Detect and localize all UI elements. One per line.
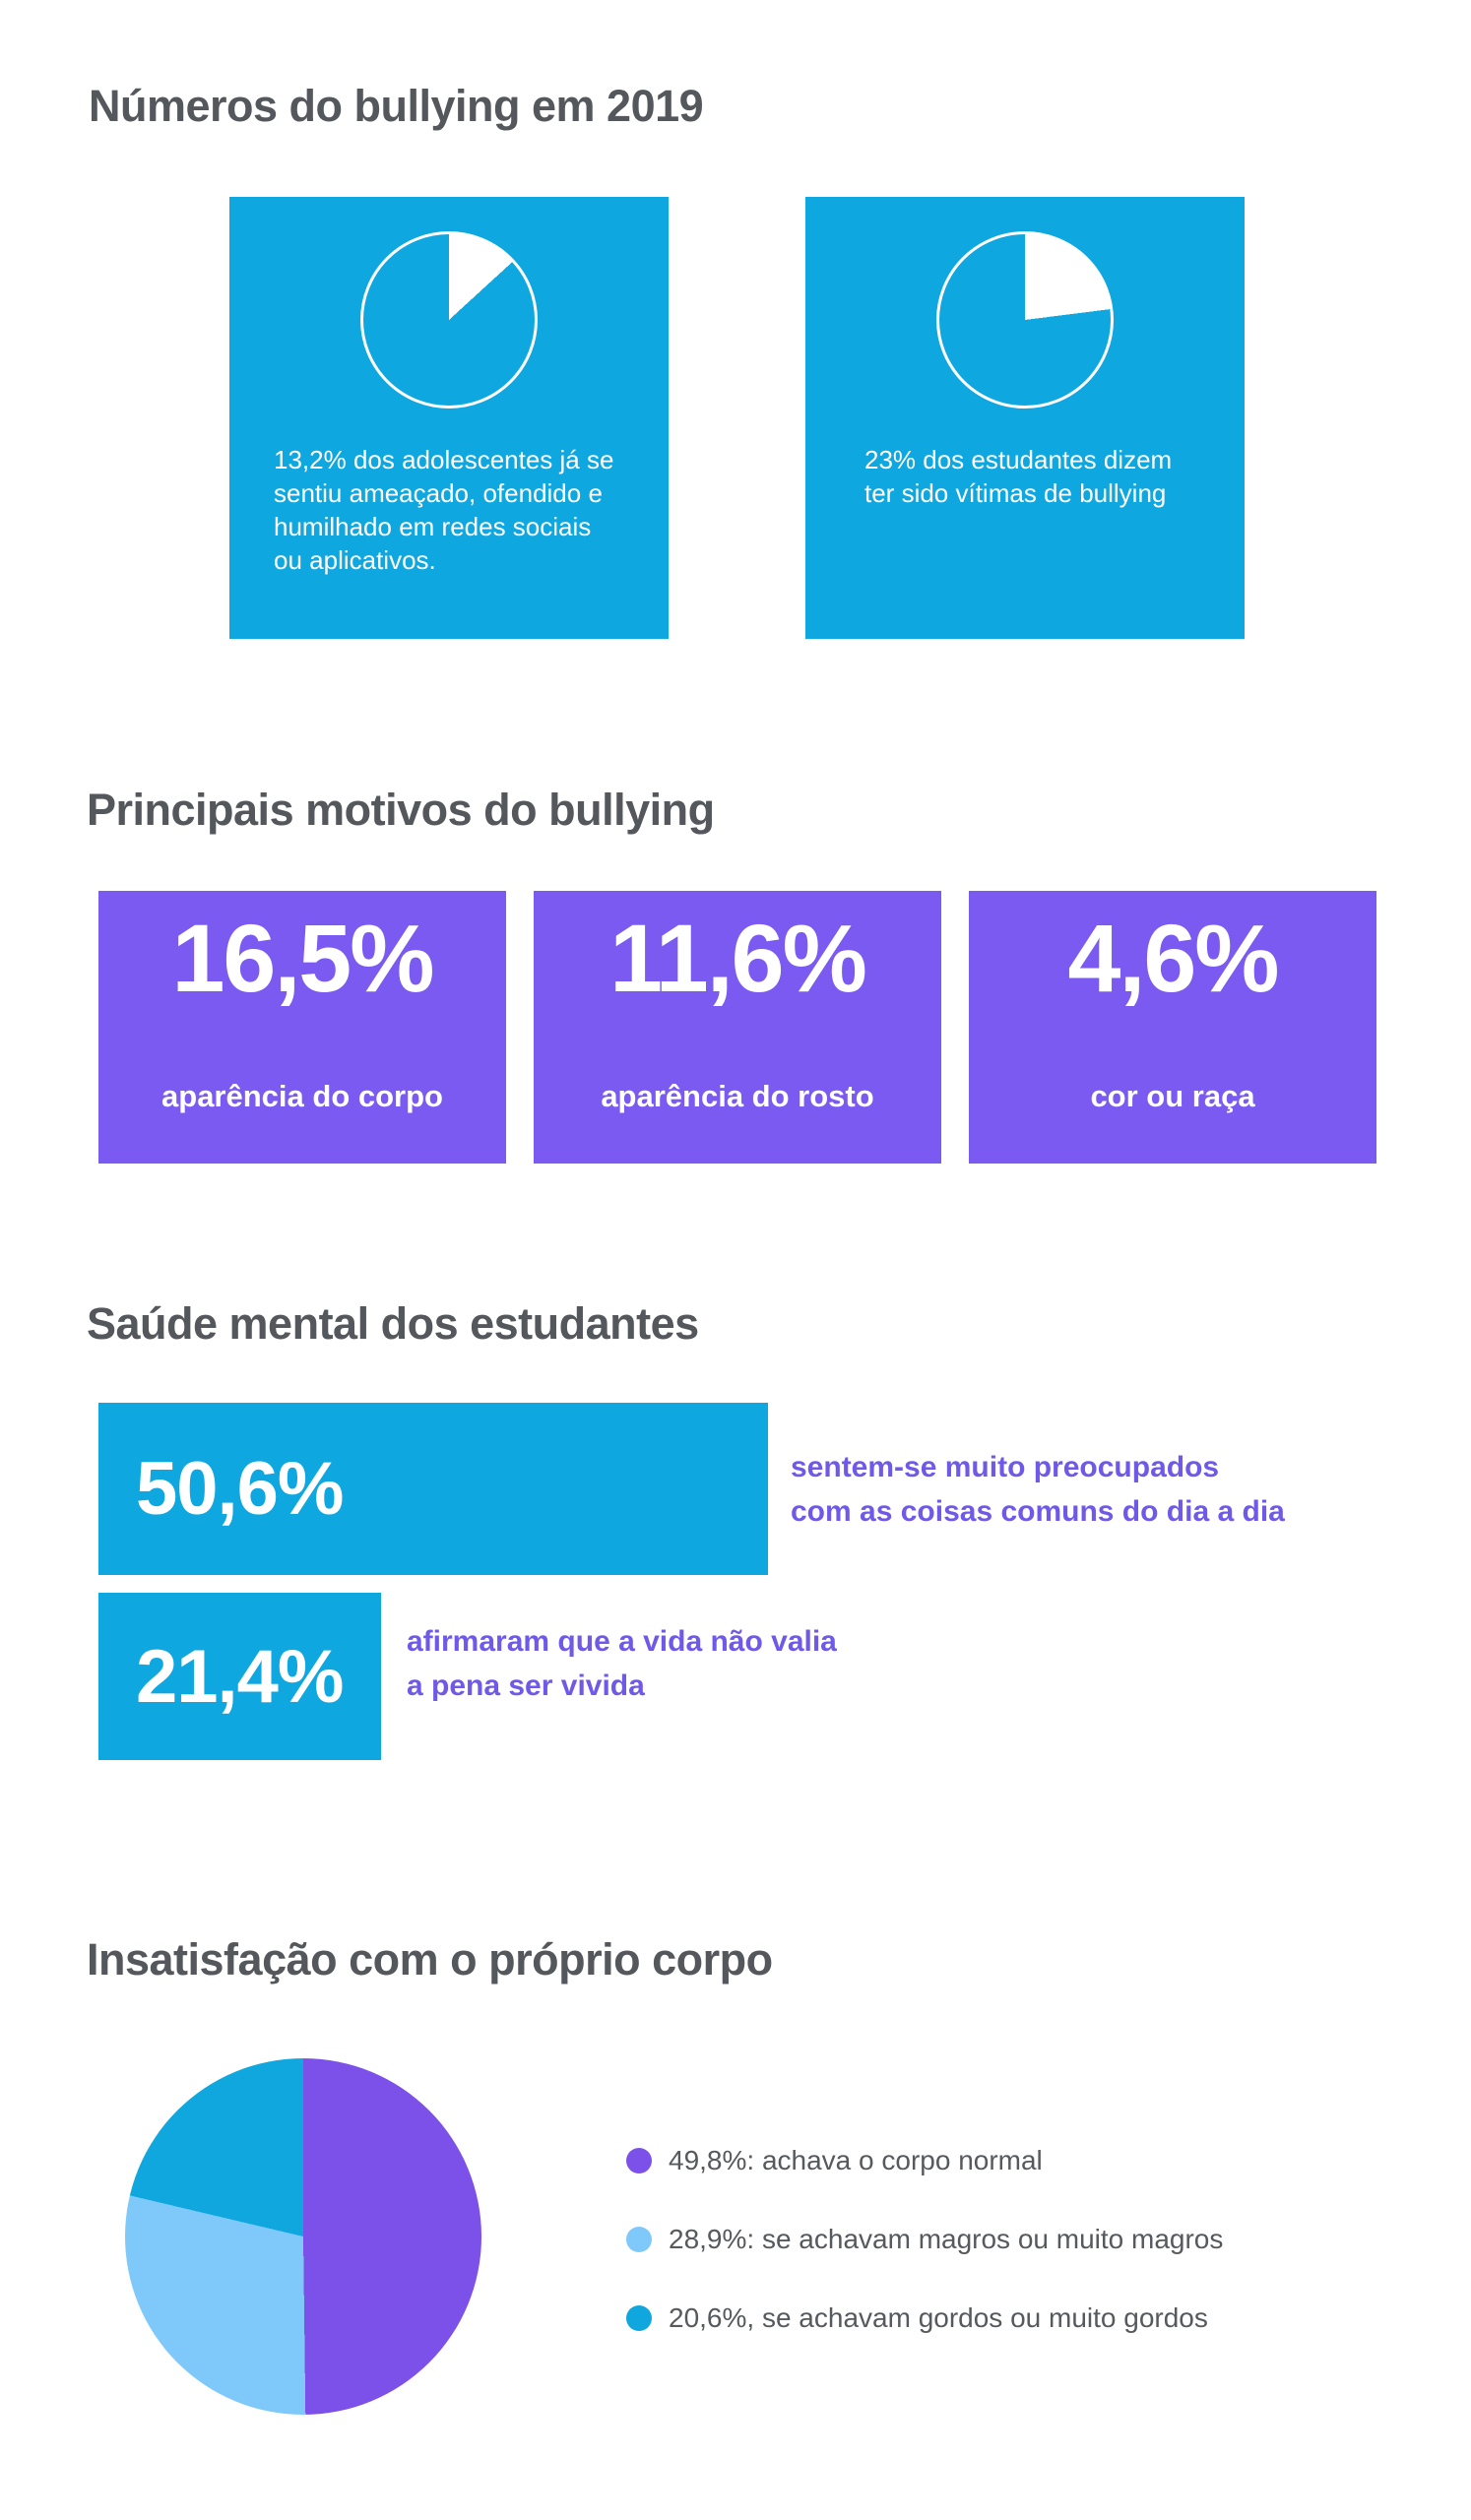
- section-title-numbers: Números do bullying em 2019: [89, 81, 704, 131]
- motive-label: aparência do rosto: [601, 1079, 874, 1113]
- bar-annotation-worried: sentem-se muito preocupados com as coisa…: [791, 1451, 1285, 1528]
- motive-tile-body-appearance: 16,5% aparência do corpo: [98, 891, 506, 1164]
- pie-chart-body-image: [125, 2058, 481, 2415]
- stat-card-victims: 23% dos estudantes dizem ter sido vítima…: [805, 197, 1245, 639]
- stat-card-text: 13,2% dos adolescentes já se sentiu amea…: [274, 445, 614, 575]
- legend-item-fat: 20,6%, se achavam gordos ou muito gordos: [626, 2299, 1208, 2338]
- stat-card-text: 23% dos estudantes dizem ter sido vítima…: [864, 445, 1173, 508]
- bar-value: 50,6%: [136, 1447, 344, 1531]
- legend-dot-purple: [626, 2148, 652, 2174]
- section-title-body-image: Insatisfação com o próprio corpo: [87, 1934, 773, 1984]
- legend-label: 20,6%, se achavam gordos ou muito gordos: [669, 2302, 1208, 2333]
- motive-tile-race: 4,6% cor ou raça: [969, 891, 1376, 1164]
- motive-label: aparência do corpo: [161, 1079, 443, 1113]
- motive-value: 11,6%: [609, 905, 867, 1012]
- stat-card-cyberbullying: 13,2% dos adolescentes já se sentiu amea…: [229, 197, 669, 639]
- pie-chart-victims-23: [936, 231, 1114, 409]
- legend-item-normal: 49,8%: achava o corpo normal: [626, 2141, 1043, 2180]
- bar-annotation-life-not-worth: afirmaram que a vida não valia a pena se…: [407, 1625, 837, 1702]
- legend-dot-cyan: [626, 2305, 652, 2331]
- bar-worried-50-6: 50,6%: [98, 1403, 768, 1575]
- legend-label: 28,9%: se achavam magros ou muito magros: [669, 2224, 1224, 2254]
- motive-tile-face-appearance: 11,6% aparência do rosto: [534, 891, 941, 1164]
- motive-value: 16,5%: [171, 905, 434, 1012]
- pie-chart-cyberbullying-13-2: [360, 231, 538, 409]
- bar-life-not-worth-21-4: 21,4%: [98, 1593, 382, 1760]
- legend-item-thin: 28,9%: se achavam magros ou muito magros: [626, 2220, 1223, 2259]
- legend-dot-light-blue: [626, 2227, 652, 2252]
- motive-value: 4,6%: [1067, 905, 1279, 1012]
- section-title-motives: Principais motivos do bullying: [87, 785, 715, 835]
- motive-label: cor ou raça: [1090, 1079, 1255, 1113]
- section-title-mental-health: Saúde mental dos estudantes: [87, 1298, 699, 1349]
- bar-value: 21,4%: [136, 1634, 344, 1719]
- legend-label: 49,8%: achava o corpo normal: [669, 2145, 1043, 2175]
